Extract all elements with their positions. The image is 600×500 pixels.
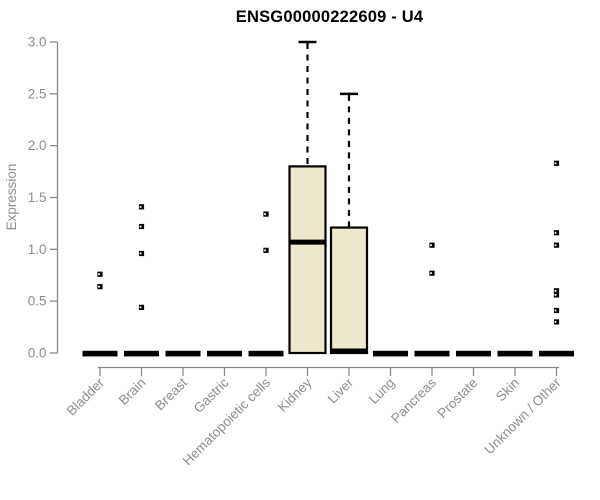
outlier-point: [138, 304, 145, 310]
outlier-point: [263, 211, 269, 217]
outlier-point-hole: [139, 252, 142, 255]
outlier-point-hole: [554, 231, 557, 234]
y-axis-tick-label: 0.5: [28, 294, 47, 309]
zero-bar: [373, 350, 408, 357]
outlier-point: [138, 250, 145, 257]
x-axis-tick-label: Gastric: [191, 375, 232, 416]
boxplot-lung: [373, 350, 408, 357]
x-axis-tick-label-text: Breast: [152, 375, 190, 413]
outlier-point-hole: [264, 249, 266, 252]
x-axis-tick-label: Skin: [493, 375, 522, 404]
zero-bar: [497, 350, 533, 357]
y-axis-tick-label: 3.0: [28, 35, 47, 50]
x-axis-tick-label-text: Prostate: [434, 375, 480, 421]
x-axis-tick-label: Lung: [366, 375, 398, 407]
outlier-point-hole: [139, 306, 142, 309]
zero-bar: [82, 350, 118, 357]
x-axis-tick-label-text: Liver: [325, 375, 357, 407]
zero-bar: [539, 350, 574, 357]
boxplot-skin: [497, 350, 533, 357]
x-axis-tick-label: Kidney: [275, 375, 315, 415]
boxplot-prostate: [456, 350, 491, 357]
outlier-point: [429, 242, 435, 248]
y-axis-tick-label: 2.0: [28, 138, 47, 153]
x-axis-tick-label-text: Gastric: [191, 375, 232, 416]
zero-bar: [207, 350, 242, 357]
outlier-point-hole: [554, 289, 557, 292]
y-axis-tick-label: 1.0: [28, 242, 47, 257]
outlier-point: [553, 288, 560, 294]
outlier-point: [553, 319, 560, 325]
outlier-point: [553, 230, 560, 236]
outlier-point: [553, 292, 560, 298]
boxplot-hematopoietic-cells: [248, 211, 284, 357]
x-axis-tick-label: Brain: [116, 375, 149, 408]
outlier-point-hole: [554, 294, 557, 296]
box-rect: [329, 226, 369, 355]
outlier-point-hole: [139, 205, 142, 208]
boxplot-bladder: [82, 271, 118, 357]
boxplot-breast: [165, 350, 201, 357]
outlier-point-hole: [98, 285, 100, 288]
y-axis: 0.0 0.5 1.0 1.5 2.0 2.5 3.0 Expression: [4, 35, 59, 361]
outlier-point-hole: [264, 213, 266, 215]
boxplot-kidney: [288, 40, 327, 355]
x-axis-tick-label: Pancreas: [388, 375, 439, 426]
boxplot-brain: [124, 204, 159, 357]
x-axis-tick-label-text: Pancreas: [388, 375, 439, 426]
x-axis-tick-label: Breast: [152, 375, 190, 413]
outlier-point-hole: [554, 244, 557, 247]
zero-bar: [124, 350, 159, 357]
x-axis-tick-label: Bladder: [64, 375, 108, 419]
outlier-point: [553, 307, 560, 314]
outlier-point-hole: [554, 309, 557, 312]
y-axis-title: Expression: [4, 164, 19, 231]
boxplot-pancreas: [414, 242, 450, 357]
boxplot-gastric: [207, 350, 242, 357]
x-axis-tick-label-text: Skin: [493, 375, 522, 404]
outlier-point: [138, 223, 145, 230]
x-axis-tick-label-text: Bladder: [64, 375, 108, 419]
outlier-point: [429, 270, 435, 276]
boxplot-liver: [329, 92, 369, 355]
x-axis-tick-label: Liver: [325, 375, 357, 407]
outlier-point: [97, 284, 103, 290]
chart-title: ENSG00000222609 - U4: [235, 8, 424, 26]
outlier-point: [97, 271, 103, 277]
x-axis-tick-label: Prostate: [434, 375, 480, 421]
zero-bar: [456, 350, 491, 357]
outlier-point-hole: [139, 225, 142, 228]
boxplot-unknown-other: [539, 160, 574, 357]
outlier-point-hole: [430, 272, 432, 275]
box-rect: [288, 165, 327, 355]
outlier-point: [138, 204, 145, 210]
zero-bar: [165, 350, 201, 357]
outlier-point-hole: [554, 162, 557, 165]
y-axis-tick-label: 1.5: [28, 190, 47, 205]
x-axis-tick-label-text: Unknown / Other: [481, 375, 564, 458]
outlier-point: [553, 160, 560, 166]
outlier-point-hole: [554, 321, 557, 323]
outlier-point: [263, 247, 269, 253]
outlier-point-hole: [430, 244, 432, 247]
x-axis-tick-label-text: Brain: [116, 375, 149, 408]
zero-bar: [248, 350, 284, 357]
outlier-point-hole: [98, 273, 100, 276]
x-axis-tick-label-text: Lung: [366, 375, 398, 407]
x-axis-tick-label-text: Kidney: [275, 375, 315, 415]
y-axis-tick-label: 0.0: [28, 346, 47, 361]
outlier-point: [553, 242, 560, 248]
zero-bar: [414, 350, 450, 357]
y-axis-tick-label: 2.5: [28, 86, 47, 101]
x-axis-tick-label: Unknown / Other: [481, 375, 564, 458]
